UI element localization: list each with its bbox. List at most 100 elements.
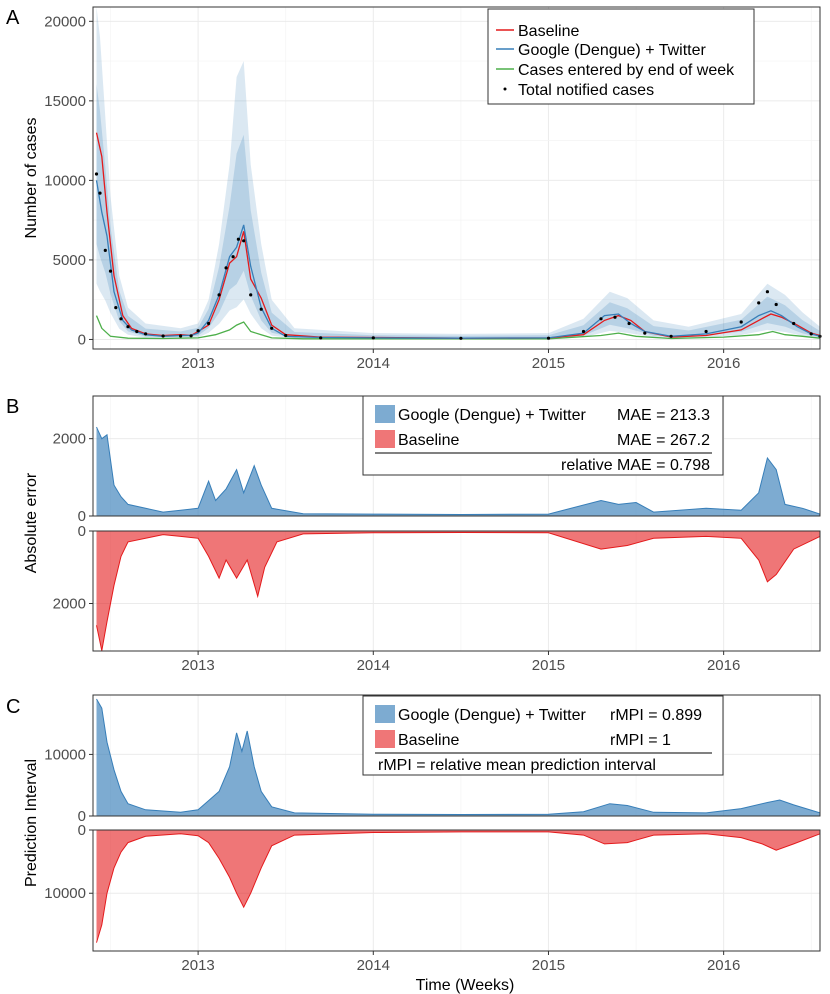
panel-a-total-notified-point: [581, 329, 586, 334]
panel-a-total-notified-point: [371, 336, 375, 340]
panel-a-total-notified-point: [809, 332, 813, 336]
panel-a-interval-outer: [96, 7, 820, 339]
panel-c: 0 10000 0 10000 2013 2014 2015 2016 Prediction…: [23, 694, 821, 994]
panel-a-line-google-dengue-twitter: [95, 180, 821, 339]
legend-b-relative-mae: relative MAE = 0.798: [561, 457, 710, 474]
panel-a-total-notified-point: [207, 321, 211, 326]
panel-a-xtick-label: 2013: [181, 355, 214, 372]
panel-c-line-google: [96, 698, 821, 816]
panel-a-total-notified-point: [103, 248, 107, 252]
legend-cases-entered: Cases entered by end of week: [518, 62, 735, 79]
panel-b-upper-ytick-label: 2000: [53, 431, 86, 448]
panel-a-ylabel: Number of cases: [23, 118, 40, 239]
panel-c-upper-ytick-label: 0: [78, 808, 86, 825]
panel-c-lower-frame: [92, 829, 821, 952]
panel-b-upper-ytick-label: 0: [78, 508, 86, 525]
panel-c-lower-ytick-label: 10000: [44, 885, 86, 902]
legend-c-google: Google (Dengue) + Twitter: [398, 707, 586, 724]
panel-a-total-notified-point: [196, 329, 200, 333]
panel-a-total-notified-point: [739, 320, 743, 324]
legend-c-swatch-baseline: [375, 730, 395, 748]
panel-a-total-notified-point: [704, 329, 708, 334]
legend-total-notified: Total notified cases: [518, 82, 654, 99]
panel-c-upper-ytick-label: 10000: [44, 746, 86, 763]
panel-a-total-notified-point: [242, 239, 246, 243]
legend-baseline: Baseline: [518, 23, 579, 40]
legend-google: Google (Dengue) + Twitter: [518, 42, 706, 59]
panel-b-lower-ytick-label: 2000: [53, 596, 86, 613]
panel-a-total-notified-point: [249, 293, 253, 297]
panel-letter-c: C: [6, 696, 20, 718]
panel-b-lower-ytick-label: 0: [78, 523, 86, 540]
panel-c-xtick-label: 2016: [707, 957, 740, 974]
panel-a-total-notified-point: [217, 293, 221, 297]
panel-a-line-cases-entered-by-end-of-week: [95, 315, 821, 340]
panel-a-total-notified-point: [270, 326, 274, 330]
panel-a-legend-box: [487, 8, 755, 105]
panel-a-total-notified-point: [284, 333, 288, 338]
legend-c-baseline: Baseline: [398, 732, 459, 749]
legend-c-rmpi-note: rMPI = relative mean prediction interval: [378, 757, 656, 774]
legend-c-google-rmpi: rMPI = 0.899: [610, 707, 702, 724]
panel-b-xtick-label: 2016: [707, 657, 740, 674]
panel-a-total-notified-point: [94, 172, 99, 176]
x-axis-title: Time (Weeks): [416, 977, 515, 994]
legend-b-google-mae: MAE = 213.3: [617, 407, 710, 424]
panel-c-xtick-label: 2013: [181, 957, 214, 974]
panel-a-total-notified-point: [259, 307, 263, 311]
panel-b-area-baseline: [96, 531, 820, 651]
panel-c-area-baseline: [96, 830, 820, 943]
panel-a-total-notified-point: [613, 315, 617, 319]
panel-b: 0 2000 0 2000 2013 2014 2015 2016 Absolute err…: [23, 395, 821, 674]
panel-a-total-notified-point: [135, 329, 139, 334]
panel-a-total-notified-point: [669, 334, 673, 338]
legend-c-baseline-rmpi: rMPI = 1: [610, 732, 671, 749]
panel-c-line-baseline: [96, 831, 821, 943]
panel-b-xtick-label: 2013: [181, 657, 214, 674]
panel-a: 0 5000 10000 15000 20000 2013 2014 2015 2016 Nu…: [23, 6, 822, 372]
panel-a-total-notified-point: [179, 334, 183, 338]
panel-a-ytick-label: 5000: [53, 252, 86, 269]
panel-a-total-notified-point: [114, 306, 118, 310]
legend-b-swatch-baseline: [375, 430, 395, 448]
panel-a-legend: Baseline Google (Dengue) + Twitter Cases…: [487, 8, 755, 105]
panel-a-xtick-label: 2016: [707, 355, 740, 372]
legend-swatch-total-notified: [503, 87, 507, 91]
panel-a-total-notified-point: [765, 290, 770, 294]
panel-a-total-notified-point: [319, 336, 323, 340]
panel-a-interval-inner: [96, 84, 820, 339]
panel-c-lower-ytick-label: 0: [78, 822, 86, 839]
panel-b-area-google: [96, 427, 820, 516]
panel-a-total-notified-point: [108, 269, 113, 273]
panel-c-ylabel: Prediction Interval: [23, 759, 40, 887]
panel-b-line-baseline: [96, 531, 821, 651]
panel-a-xtick-label: 2015: [532, 355, 565, 372]
panel-a-total-notified-point: [231, 255, 235, 259]
legend-b-baseline: Baseline: [398, 432, 459, 449]
panel-a-total-notified-point: [189, 334, 193, 338]
panel-a-ytick-label: 20000: [44, 13, 86, 30]
panel-letter-a: A: [6, 7, 20, 29]
panel-a-total-notified-point: [98, 191, 102, 195]
panel-b-lower-frame: [92, 530, 821, 652]
panel-c-legend: Google (Dengue) + Twitter rMPI = 0.899 B…: [362, 695, 724, 776]
panel-a-total-notified-point: [144, 332, 148, 336]
panel-c-area-google: [96, 699, 820, 816]
panel-a-total-notified-point: [126, 325, 130, 329]
panel-a-total-notified-point: [599, 317, 603, 321]
panel-a-total-notified-point: [224, 266, 228, 270]
panel-a-total-notified-point: [643, 331, 647, 335]
panel-a-total-notified-point: [757, 301, 761, 305]
panel-a-total-notified-point: [161, 334, 165, 338]
panel-a-xtick-label: 2014: [357, 355, 390, 372]
panel-a-total-notified-point: [119, 317, 123, 321]
panel-a-total-notified-point: [459, 336, 463, 340]
panel-b-xtick-label: 2015: [532, 657, 565, 674]
panel-c-upper-frame: [92, 694, 821, 817]
panel-a-total-notified-point: [627, 321, 631, 326]
panel-a-line-baseline: [95, 132, 821, 339]
panel-b-ylabel: Absolute error: [23, 472, 40, 573]
panel-a-total-notified-point: [792, 321, 796, 326]
panel-b-legend: Google (Dengue) + Twitter MAE = 213.3 Ba…: [362, 395, 724, 476]
